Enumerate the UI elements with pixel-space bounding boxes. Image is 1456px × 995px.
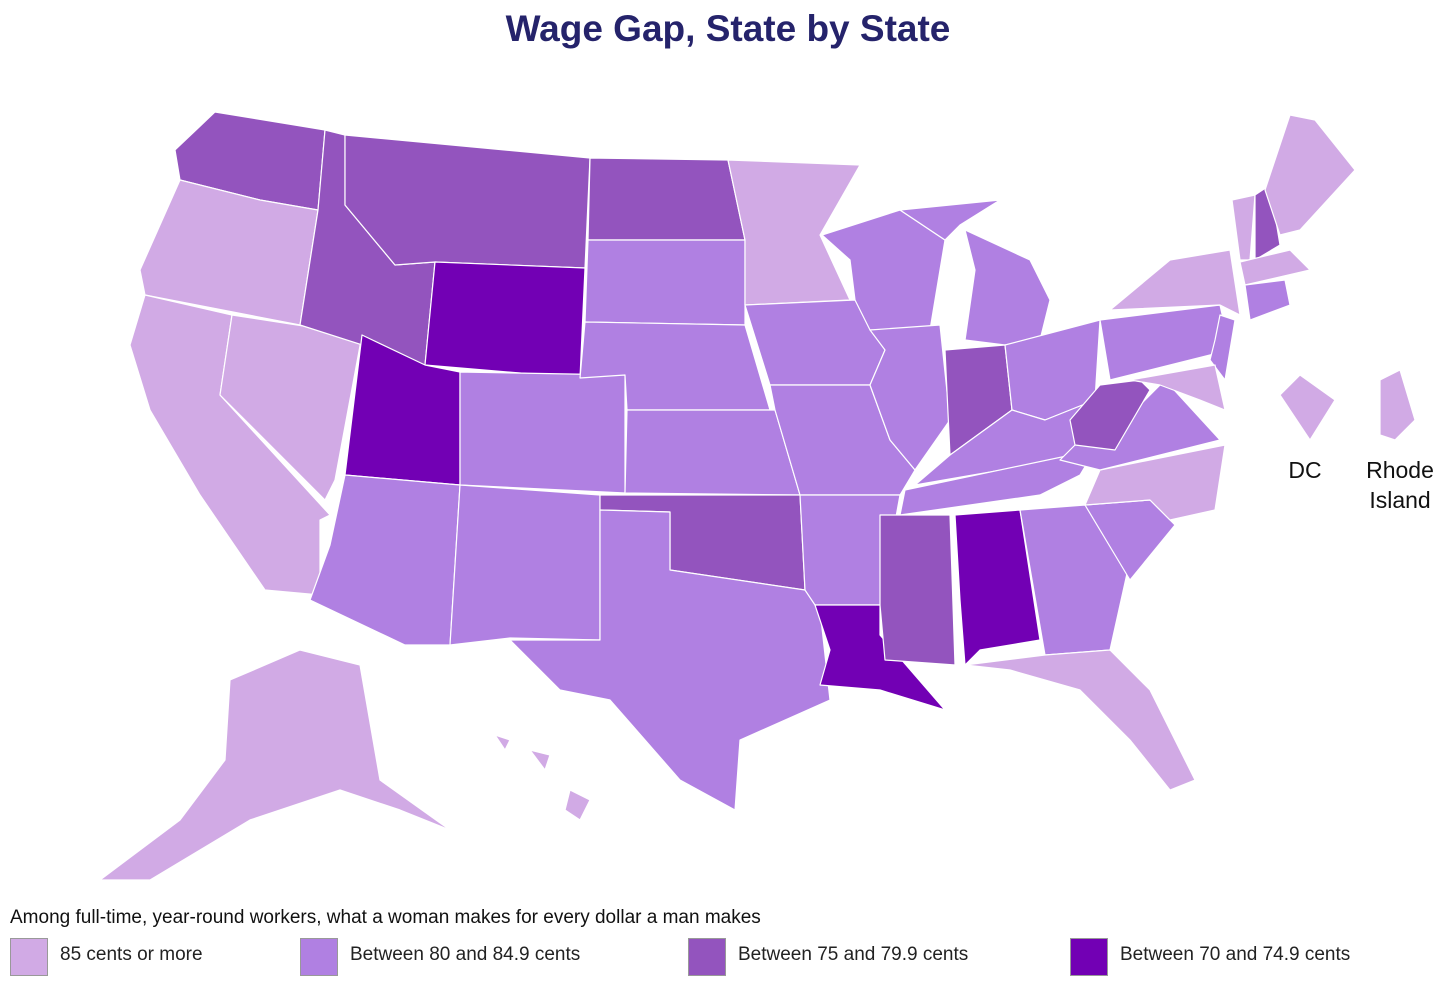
legend-heading: Among full-time, year-round workers, wha… xyxy=(10,907,761,928)
state xyxy=(459,371,626,494)
state xyxy=(1019,504,1131,656)
state xyxy=(1279,374,1336,441)
state xyxy=(1231,194,1256,261)
states xyxy=(99,111,1416,881)
legend-label: Between 70 and 74.9 cents xyxy=(1120,944,1351,965)
state xyxy=(1129,364,1226,411)
state xyxy=(1244,279,1291,321)
state xyxy=(1379,369,1416,441)
state xyxy=(1069,379,1151,451)
legend-label: 85 cents or more xyxy=(60,944,203,965)
state xyxy=(509,509,831,811)
state xyxy=(899,199,1001,241)
legend-swatch xyxy=(10,938,48,976)
inset-label: DC xyxy=(1288,457,1322,483)
legend-swatch xyxy=(688,938,726,976)
state xyxy=(424,261,586,379)
state xyxy=(1109,249,1241,316)
legend-swatch xyxy=(1070,938,1108,976)
state xyxy=(624,409,801,496)
title: Wage Gap, State by State xyxy=(505,8,951,49)
state xyxy=(529,749,551,771)
state xyxy=(1264,114,1356,236)
state xyxy=(1239,249,1311,286)
legend-label: Between 75 and 79.9 cents xyxy=(738,944,969,965)
state xyxy=(584,239,746,326)
state xyxy=(309,474,461,646)
state xyxy=(99,649,451,881)
state xyxy=(1209,314,1236,381)
map xyxy=(99,111,1416,881)
legend-label: Between 80 and 84.9 cents xyxy=(350,944,581,965)
inset-label: Rhode Island xyxy=(1366,457,1434,513)
state xyxy=(587,157,746,241)
state xyxy=(869,324,951,471)
state xyxy=(879,514,956,666)
state xyxy=(964,649,1196,791)
legend-swatch xyxy=(300,938,338,976)
state xyxy=(494,734,511,751)
state xyxy=(964,229,1051,346)
state xyxy=(344,134,591,269)
state xyxy=(564,789,591,821)
state xyxy=(449,484,601,646)
